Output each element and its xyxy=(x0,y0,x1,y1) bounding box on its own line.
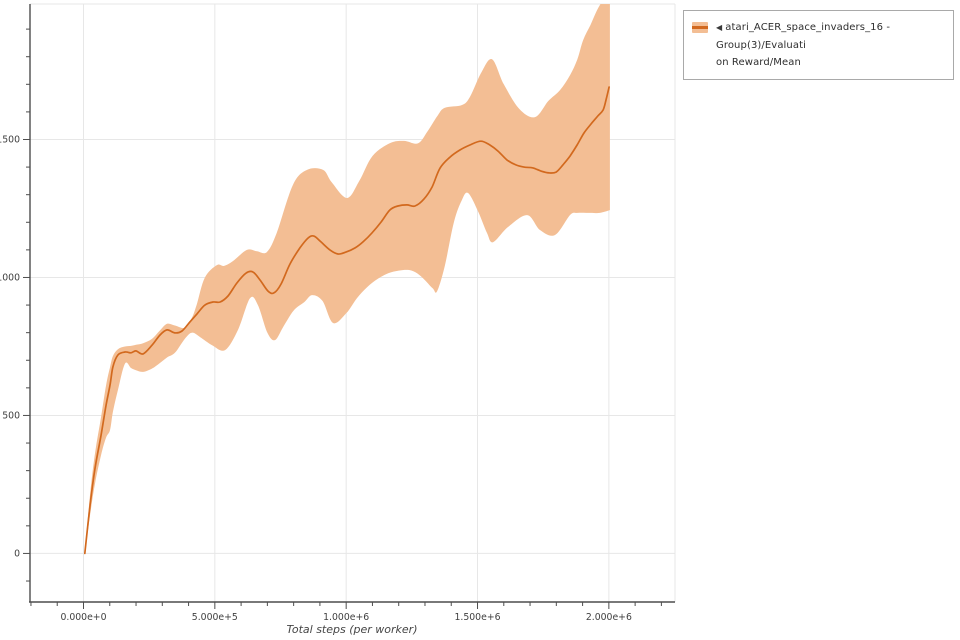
svg-text:0: 0 xyxy=(14,549,20,560)
mean-line xyxy=(83,86,610,555)
legend-label-line2: on Reward/Mean xyxy=(716,57,801,68)
svg-text:1500: 1500 xyxy=(0,135,20,146)
svg-text:5.000e+5: 5.000e+5 xyxy=(192,612,238,623)
x-axis-title: Total steps (per worker) xyxy=(286,623,418,636)
tick-marks xyxy=(23,28,662,609)
legend-box: ◀ atari_ACER_space_invaders_16 - Group(3)… xyxy=(683,10,954,80)
tick-labels: 0.000e+0 5.000e+5 1.000e+6 1.500e+6 2.000e+6… xyxy=(0,135,632,623)
svg-text:1.000e+6: 1.000e+6 xyxy=(323,612,369,623)
series-band-swatch-icon xyxy=(692,22,708,33)
svg-text:1.500e+6: 1.500e+6 xyxy=(454,612,500,623)
svg-text:0.000e+0: 0.000e+0 xyxy=(60,612,106,623)
svg-text:500: 500 xyxy=(2,411,20,422)
legend-item[interactable]: ◀ atari_ACER_space_invaders_16 - Group(3)… xyxy=(692,19,945,72)
collapse-triangle-icon: ◀ xyxy=(716,23,723,32)
svg-text:2.000e+6: 2.000e+6 xyxy=(586,612,632,623)
svg-text:1000: 1000 xyxy=(0,273,20,284)
legend-label-line1: atari_ACER_space_invaders_16 - Group(3)/… xyxy=(716,22,891,51)
gridlines xyxy=(30,3,676,602)
axes xyxy=(29,4,675,603)
plot-area[interactable] xyxy=(30,4,675,602)
